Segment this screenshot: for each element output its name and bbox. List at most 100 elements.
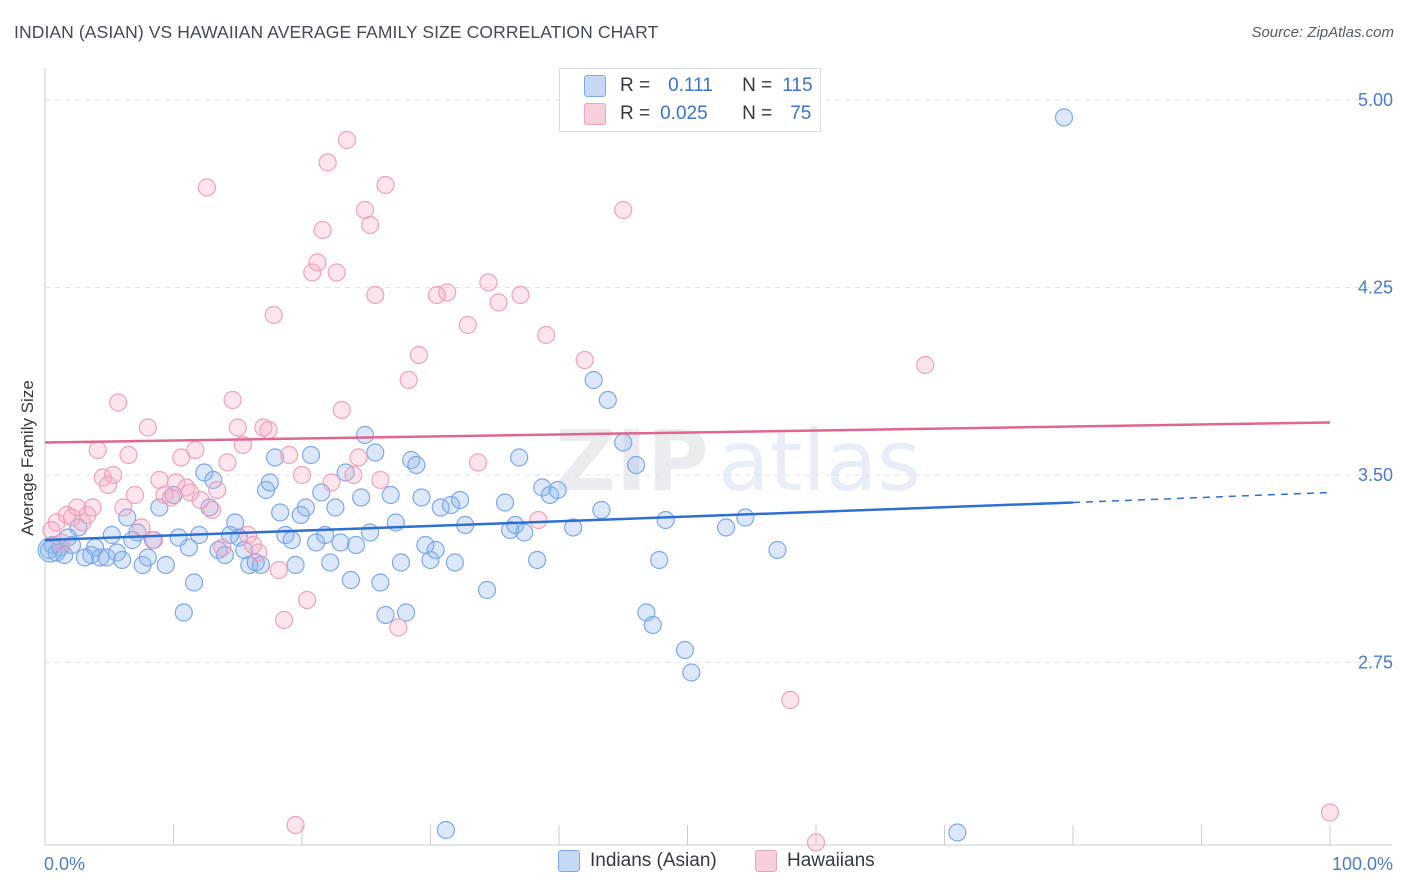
point-hawaiians: [337, 130, 357, 150]
point-hawaiians: [213, 538, 232, 557]
point-indians: [361, 523, 380, 542]
point-hawaiians: [98, 475, 118, 495]
y-tick-label: 2.75: [1358, 653, 1393, 673]
point-indians: [260, 473, 279, 492]
chart-title: INDIAN (ASIAN) VS HAWAIIAN AVERAGE FAMIL…: [14, 22, 659, 42]
point-indians: [548, 480, 567, 500]
stats-swatch-hawaiians: [584, 103, 606, 125]
point-hawaiians: [371, 470, 390, 490]
point-indians: [352, 488, 371, 507]
bottom-legend: Indians (Asian) Hawaiians: [0, 850, 1406, 878]
point-indians: [118, 508, 137, 527]
point-hawaiians: [361, 215, 380, 235]
y-axis-title: Average Family Size: [18, 380, 37, 536]
point-hawaiians: [274, 610, 294, 630]
trend-line-indians-extension: [1072, 491, 1331, 504]
point-hawaiians: [614, 200, 633, 220]
point-indians: [204, 470, 223, 490]
stats-r-value: 0.025: [660, 103, 708, 124]
point-indians: [265, 448, 285, 467]
point-indians: [102, 525, 121, 545]
point-hawaiians: [468, 453, 488, 472]
point-indians: [402, 450, 421, 470]
point-hawaiians: [575, 350, 594, 370]
point-indians: [426, 540, 445, 560]
point-indians: [736, 508, 755, 527]
point-hawaiians: [511, 285, 530, 305]
stats-swatch-indians: [584, 75, 606, 97]
point-hawaiians: [349, 448, 368, 467]
stats-n-label: N =: [742, 103, 773, 124]
legend-item-indians[interactable]: Indians (Asian): [558, 850, 717, 872]
point-indians: [156, 555, 175, 575]
axes: [44, 68, 1392, 846]
point-hawaiians: [218, 453, 237, 472]
point-hawaiians: [344, 465, 363, 485]
point-hawaiians: [83, 498, 102, 517]
point-indians: [321, 553, 340, 572]
legend-label-hawaiians: Hawaiians: [787, 850, 875, 871]
point-indians: [407, 455, 426, 475]
stats-row-hawaiians: R = 0.025 N = 75: [584, 103, 811, 125]
point-hawaiians: [298, 590, 317, 610]
point-hawaiians: [269, 560, 288, 580]
point-hawaiians: [1320, 803, 1340, 822]
stats-r-value: 0.111: [668, 75, 713, 96]
point-hawaiians: [119, 445, 138, 465]
point-indians: [271, 503, 290, 522]
point-hawaiians: [191, 490, 210, 510]
legend-item-hawaiians[interactable]: Hawaiians: [755, 850, 875, 872]
point-hawaiians: [208, 480, 227, 500]
point-indians: [441, 495, 461, 515]
point-hawaiians: [458, 315, 477, 335]
stats-r-label: R =: [620, 75, 651, 96]
point-hawaiians: [537, 325, 556, 345]
point-indians: [477, 580, 497, 600]
point-indians: [174, 603, 193, 622]
point-indians: [421, 550, 440, 570]
point-indians: [564, 518, 583, 537]
point-hawaiians: [104, 465, 123, 485]
point-indians: [396, 603, 416, 622]
y-tick-label: 3.50: [1358, 465, 1393, 485]
point-hawaiians: [332, 400, 351, 420]
point-indians: [495, 493, 515, 512]
point-indians: [376, 605, 395, 625]
point-hawaiians: [806, 833, 826, 852]
point-indians: [412, 488, 431, 507]
point-hawaiians: [249, 543, 268, 562]
point-hawaiians: [399, 370, 418, 390]
watermark: ZIP atlas: [555, 412, 921, 510]
point-hawaiians: [238, 525, 258, 545]
point-hawaiians: [389, 618, 408, 637]
y-tick-label: 5.00: [1358, 90, 1393, 110]
stats-row-indians: R = 0.111 N = 115: [584, 75, 813, 97]
point-indians: [948, 823, 967, 842]
point-indians: [510, 448, 529, 467]
point-indians: [584, 370, 603, 390]
point-indians: [97, 548, 116, 567]
point-indians: [682, 663, 701, 682]
point-hawaiians: [313, 220, 332, 240]
point-indians: [331, 533, 350, 552]
trend-line-hawaiians: [44, 421, 1331, 444]
point-hawaiians: [125, 485, 145, 505]
point-indians: [436, 820, 456, 840]
point-indians: [445, 553, 465, 572]
legend-swatch-indians: [558, 850, 580, 872]
point-indians: [528, 550, 547, 570]
point-indians: [533, 478, 552, 497]
point-hawaiians: [286, 815, 305, 835]
point-indians: [371, 573, 390, 592]
point-indians: [592, 500, 611, 520]
point-indians: [355, 425, 375, 445]
point-indians: [341, 570, 360, 590]
point-indians: [675, 640, 695, 660]
point-indians: [768, 540, 787, 560]
point-indians: [716, 518, 736, 537]
watermark-zip: ZIP: [555, 412, 709, 510]
point-hawaiians: [132, 518, 151, 537]
point-hawaiians: [52, 533, 71, 552]
point-indians: [184, 573, 204, 592]
